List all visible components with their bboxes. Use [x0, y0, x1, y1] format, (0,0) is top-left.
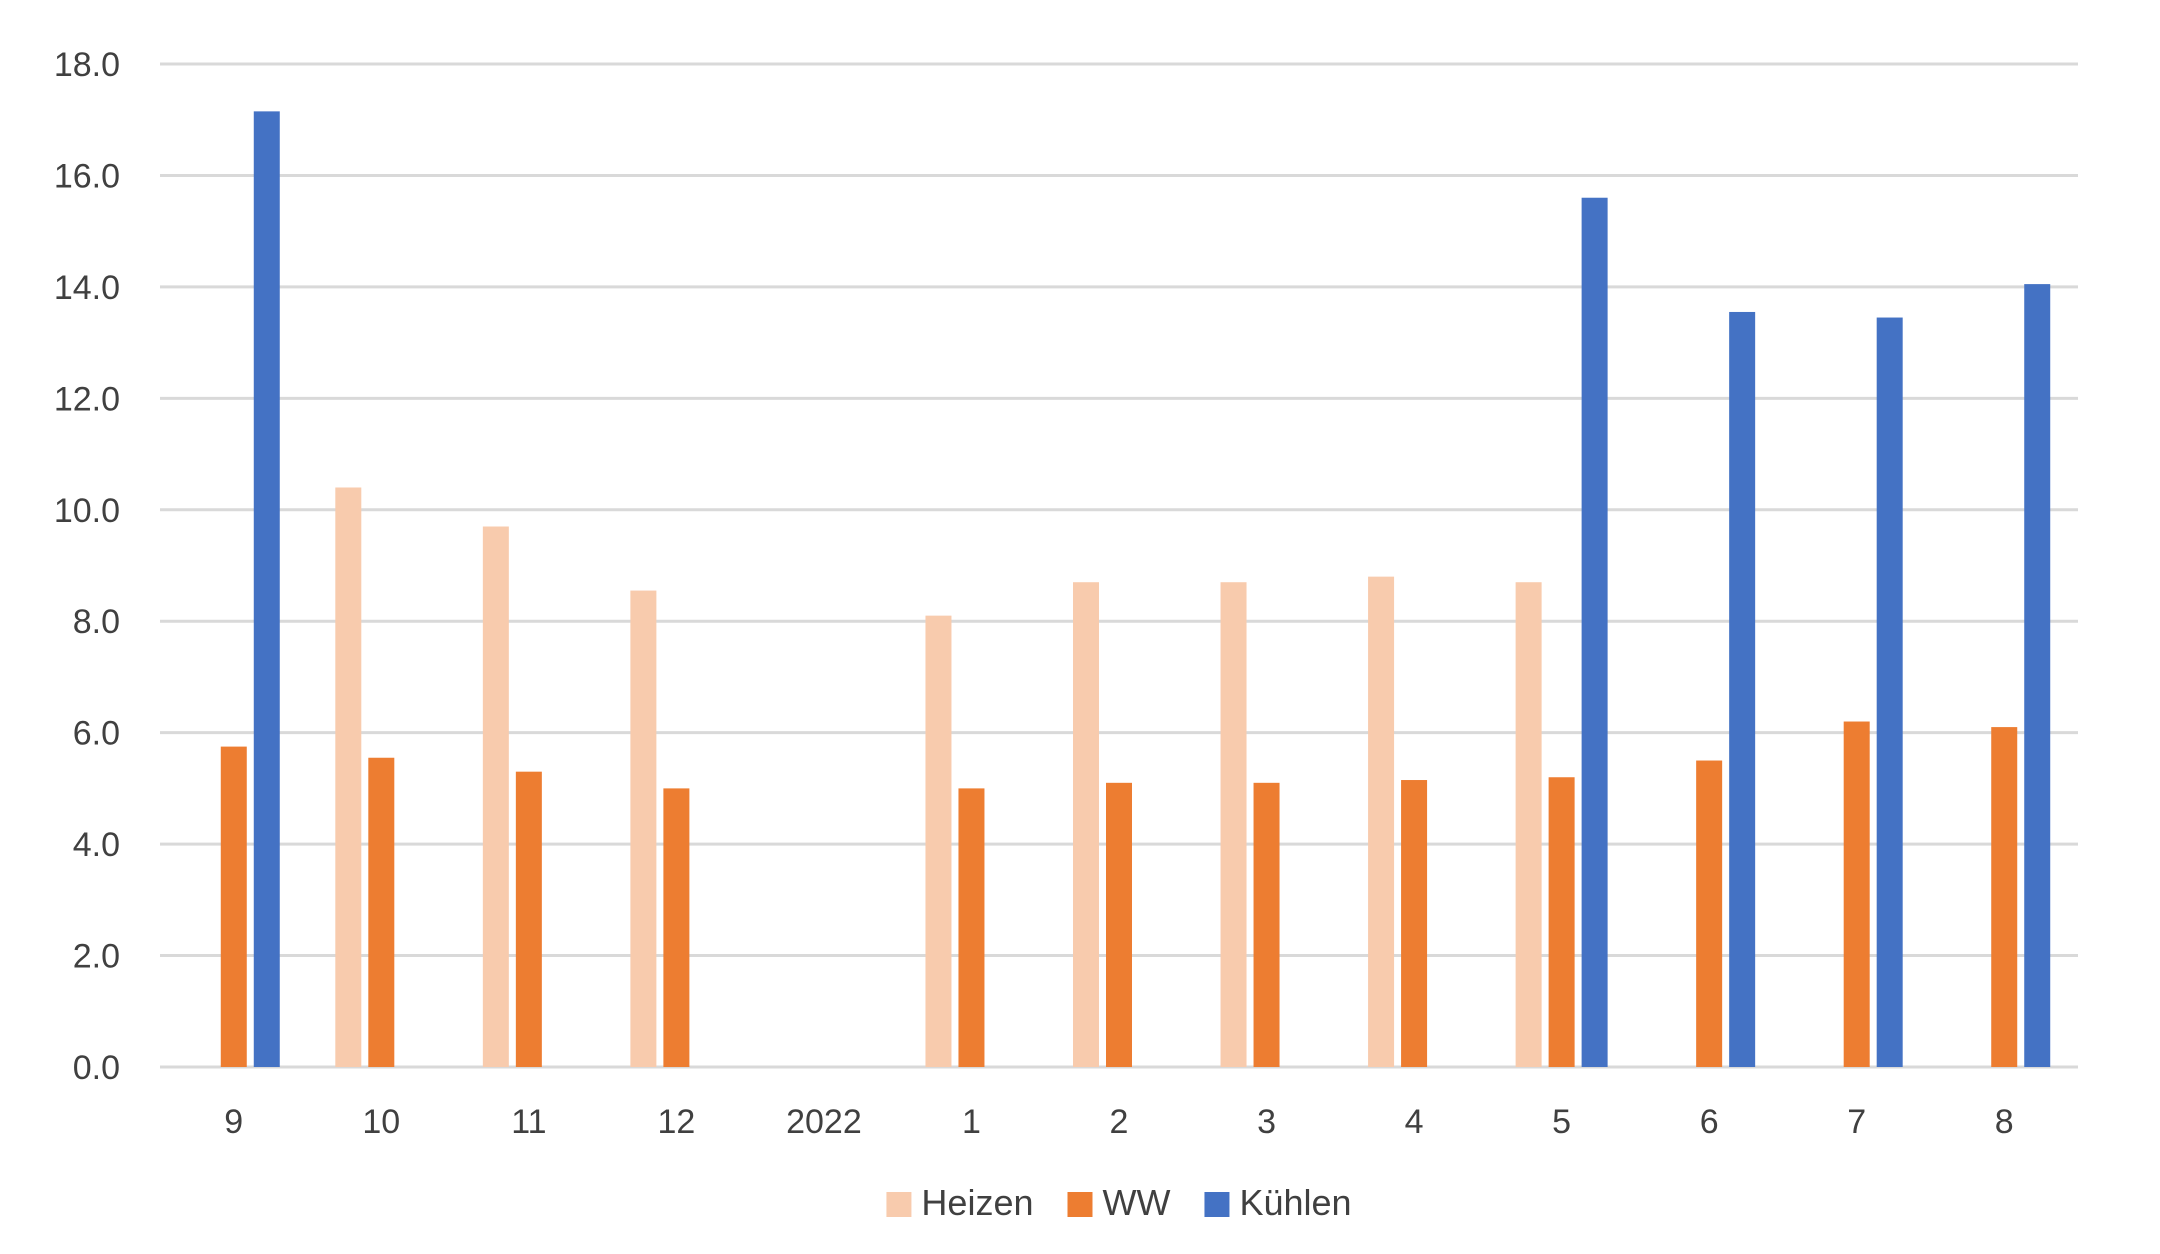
x-tick-label: 10	[362, 1103, 400, 1141]
legend-label: WW	[1102, 1182, 1170, 1223]
bar-heizen-12	[630, 590, 657, 1067]
bar-heizen-4	[1368, 576, 1395, 1067]
legend-swatch	[886, 1192, 912, 1217]
legend-swatch	[1067, 1192, 1093, 1217]
legend-item-ww: WW	[1067, 1182, 1170, 1223]
x-tick-label: 8	[1995, 1103, 2014, 1141]
bar-heizen-1	[925, 615, 952, 1067]
x-tick-label: 2	[1110, 1103, 1129, 1141]
bar-kühlen-5	[1581, 197, 1608, 1067]
gridlines	[160, 62, 2078, 1069]
y-tick-label: 14.0	[54, 269, 120, 307]
bar-ww-11	[515, 771, 542, 1067]
bar-heizen-5	[1515, 582, 1542, 1067]
x-tick-label: 11	[511, 1103, 546, 1141]
y-tick-label: 10.0	[54, 492, 120, 530]
bar-ww-8	[1991, 727, 2018, 1067]
legend-item-kühlen: Kühlen	[1204, 1182, 1352, 1223]
x-tick-label: 4	[1405, 1103, 1424, 1141]
x-tick-label: 12	[657, 1103, 695, 1141]
bar-heizen-11	[482, 526, 509, 1067]
bar-ww-1	[958, 788, 985, 1067]
x-tick-label: 9	[224, 1103, 243, 1141]
legend-label: Kühlen	[1239, 1182, 1351, 1223]
y-tick-label: 16.0	[54, 157, 120, 195]
x-axis-tick-labels: 9 10 11 12 2022 1 2 3 4 5 6 7 8	[224, 1103, 2013, 1141]
bars	[220, 111, 2051, 1068]
legend-item-heizen: Heizen	[886, 1182, 1033, 1223]
bar-kühlen-8	[2024, 284, 2051, 1067]
x-tick-label: 7	[1847, 1103, 1866, 1141]
bar-ww-3	[1253, 782, 1280, 1067]
bar-heizen-3	[1220, 582, 1247, 1067]
bar-ww-5	[1548, 777, 1575, 1067]
bar-ww-10	[368, 757, 395, 1067]
y-tick-label: 18.0	[54, 46, 120, 84]
legend-label: Heizen	[921, 1182, 1033, 1223]
bar-heizen-2	[1073, 582, 1099, 1067]
y-tick-label: 0.0	[73, 1049, 120, 1087]
bar-kühlen-7	[1876, 317, 1903, 1067]
bar-heizen-10	[335, 487, 362, 1067]
x-tick-label: 6	[1700, 1103, 1719, 1141]
bar-ww-9	[220, 746, 247, 1067]
y-tick-label: 8.0	[73, 603, 120, 641]
bar-ww-7	[1843, 721, 1870, 1067]
x-tick-label: 5	[1552, 1103, 1571, 1141]
y-tick-label: 12.0	[54, 380, 120, 418]
bar-ww-12	[663, 788, 690, 1067]
bar-kühlen-9	[253, 111, 280, 1067]
x-tick-label: 2022	[786, 1103, 862, 1141]
bar-ww-6	[1696, 760, 1723, 1067]
y-axis-tick-labels: 0.0 2.0 4.0 6.0 8.0 10.0 12.0 14.0 16.0 18.0	[54, 46, 120, 1087]
x-tick-label: 3	[1257, 1103, 1276, 1141]
bar-ww-4	[1401, 780, 1428, 1067]
bar-kühlen-6	[1729, 311, 1756, 1068]
y-tick-label: 4.0	[73, 826, 120, 864]
y-tick-label: 6.0	[73, 715, 120, 753]
legend: Heizen WW Kühlen	[886, 1182, 1352, 1223]
y-tick-label: 2.0	[73, 938, 120, 976]
bar-ww-2	[1106, 782, 1132, 1067]
x-tick-label: 1	[962, 1103, 981, 1141]
legend-swatch	[1204, 1192, 1230, 1217]
